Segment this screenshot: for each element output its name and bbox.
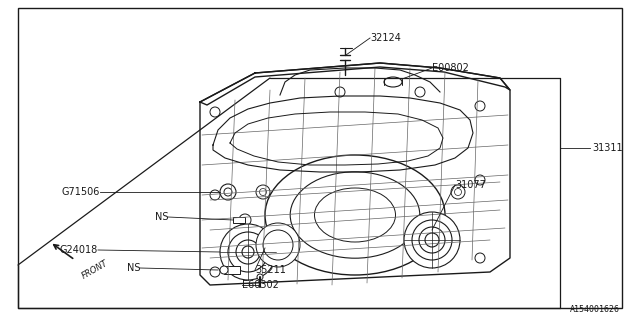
Text: G24018: G24018 bbox=[60, 245, 98, 255]
Circle shape bbox=[256, 223, 300, 267]
Circle shape bbox=[224, 188, 232, 196]
Circle shape bbox=[257, 274, 263, 280]
Circle shape bbox=[475, 253, 485, 263]
Text: 31311: 31311 bbox=[592, 143, 623, 153]
Circle shape bbox=[451, 185, 465, 199]
Text: 35211: 35211 bbox=[255, 265, 286, 275]
Circle shape bbox=[404, 212, 460, 268]
Circle shape bbox=[475, 175, 485, 185]
Bar bbox=[224, 266, 240, 274]
Circle shape bbox=[419, 227, 445, 253]
Circle shape bbox=[210, 107, 220, 117]
Circle shape bbox=[425, 233, 439, 247]
Bar bbox=[233, 217, 245, 223]
Ellipse shape bbox=[384, 77, 402, 87]
Circle shape bbox=[335, 87, 345, 97]
Ellipse shape bbox=[220, 266, 228, 274]
Circle shape bbox=[256, 185, 270, 199]
Text: E60302: E60302 bbox=[242, 280, 279, 290]
Text: 32124: 32124 bbox=[370, 33, 401, 43]
Circle shape bbox=[263, 230, 293, 260]
Circle shape bbox=[220, 224, 276, 280]
Circle shape bbox=[239, 214, 251, 226]
Circle shape bbox=[210, 190, 220, 200]
Circle shape bbox=[220, 184, 236, 200]
Circle shape bbox=[210, 267, 220, 277]
Circle shape bbox=[454, 188, 461, 196]
Circle shape bbox=[259, 188, 266, 196]
Circle shape bbox=[236, 240, 260, 264]
Text: E00802: E00802 bbox=[432, 63, 469, 73]
Circle shape bbox=[415, 87, 425, 97]
Circle shape bbox=[242, 246, 254, 258]
Text: NS: NS bbox=[127, 263, 140, 273]
Text: G71506: G71506 bbox=[61, 187, 100, 197]
Circle shape bbox=[243, 270, 253, 280]
Text: 31077: 31077 bbox=[455, 180, 486, 190]
Text: A154001626: A154001626 bbox=[570, 305, 620, 314]
Text: NS: NS bbox=[154, 212, 168, 222]
Text: FRONT: FRONT bbox=[80, 259, 109, 281]
Circle shape bbox=[228, 232, 268, 272]
Circle shape bbox=[412, 220, 452, 260]
Circle shape bbox=[475, 101, 485, 111]
